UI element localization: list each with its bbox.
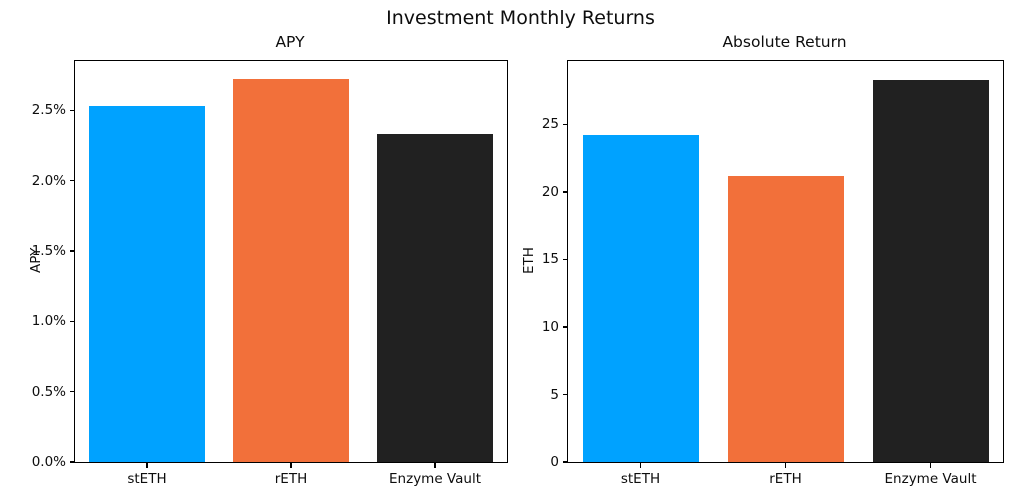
y-tick-mark [69, 320, 74, 322]
x-tick-label: rETH [274, 471, 308, 487]
y-tick-mark [69, 461, 74, 463]
y-tick-mark [562, 326, 567, 328]
x-tick-label: Enzyme Vault [389, 471, 481, 487]
bar-enzyme-vault [377, 134, 493, 462]
y-tick-label: 2.5% [31, 102, 66, 119]
bar-steth [89, 106, 205, 462]
y-tick-mark [562, 191, 567, 193]
subplot-title-apy: APY [275, 33, 305, 51]
x-tick-label: Enzyme Vault [884, 471, 977, 487]
y-axis-label-absolute-return: ETH [521, 247, 537, 274]
x-tick-label: stETH [127, 471, 167, 487]
figure-title: Investment Monthly Returns [386, 7, 655, 29]
subplot-title-absolute-return: Absolute Return [722, 33, 847, 51]
y-tick-label: 0 [550, 454, 559, 470]
plot-area-absolute-return: 0 5 10 15 20 25 stETH rETH Enzyme Vault [542, 60, 1004, 487]
x-tick-mark [290, 463, 292, 468]
y-tick-mark [69, 250, 74, 252]
x-tick-mark [639, 463, 642, 468]
bar-steth [582, 135, 699, 462]
y-tick-label: 20 [541, 183, 559, 200]
y-tick-label: 15 [541, 251, 559, 268]
y-tick-mark [562, 393, 567, 396]
x-tick-mark [146, 463, 148, 468]
y-tick-label: 0.0% [31, 454, 66, 470]
y-tick-label: 1.5% [31, 242, 66, 259]
x-tick-mark [929, 463, 932, 468]
bar-reth [727, 175, 844, 462]
x-tick-mark [434, 463, 436, 468]
y-tick-label: 2.0% [31, 172, 66, 189]
bar-enzyme-vault [872, 79, 989, 462]
y-tick-mark [562, 461, 567, 463]
y-tick-label: 25 [541, 116, 559, 133]
x-tick-label: stETH [620, 471, 661, 487]
x-tick-label: rETH [769, 471, 802, 487]
y-tick-mark [69, 180, 74, 182]
y-axis-label-apy: APY [28, 247, 44, 274]
y-tick-label: 10 [541, 318, 559, 335]
y-tick-mark [562, 258, 567, 261]
y-tick-mark [69, 391, 74, 393]
y-tick-label: 5 [550, 386, 559, 403]
x-tick-mark [784, 463, 787, 468]
y-tick-label: 0.5% [31, 383, 66, 400]
y-tick-label: 1.0% [31, 313, 66, 330]
y-tick-mark [69, 109, 74, 111]
y-tick-mark [562, 123, 567, 126]
plot-area-apy: 0.0% 0.5% 1.0% 1.5% 2.0% 2.5% stETH rETH Enzyme … [32, 60, 508, 487]
bar-reth [233, 79, 349, 462]
